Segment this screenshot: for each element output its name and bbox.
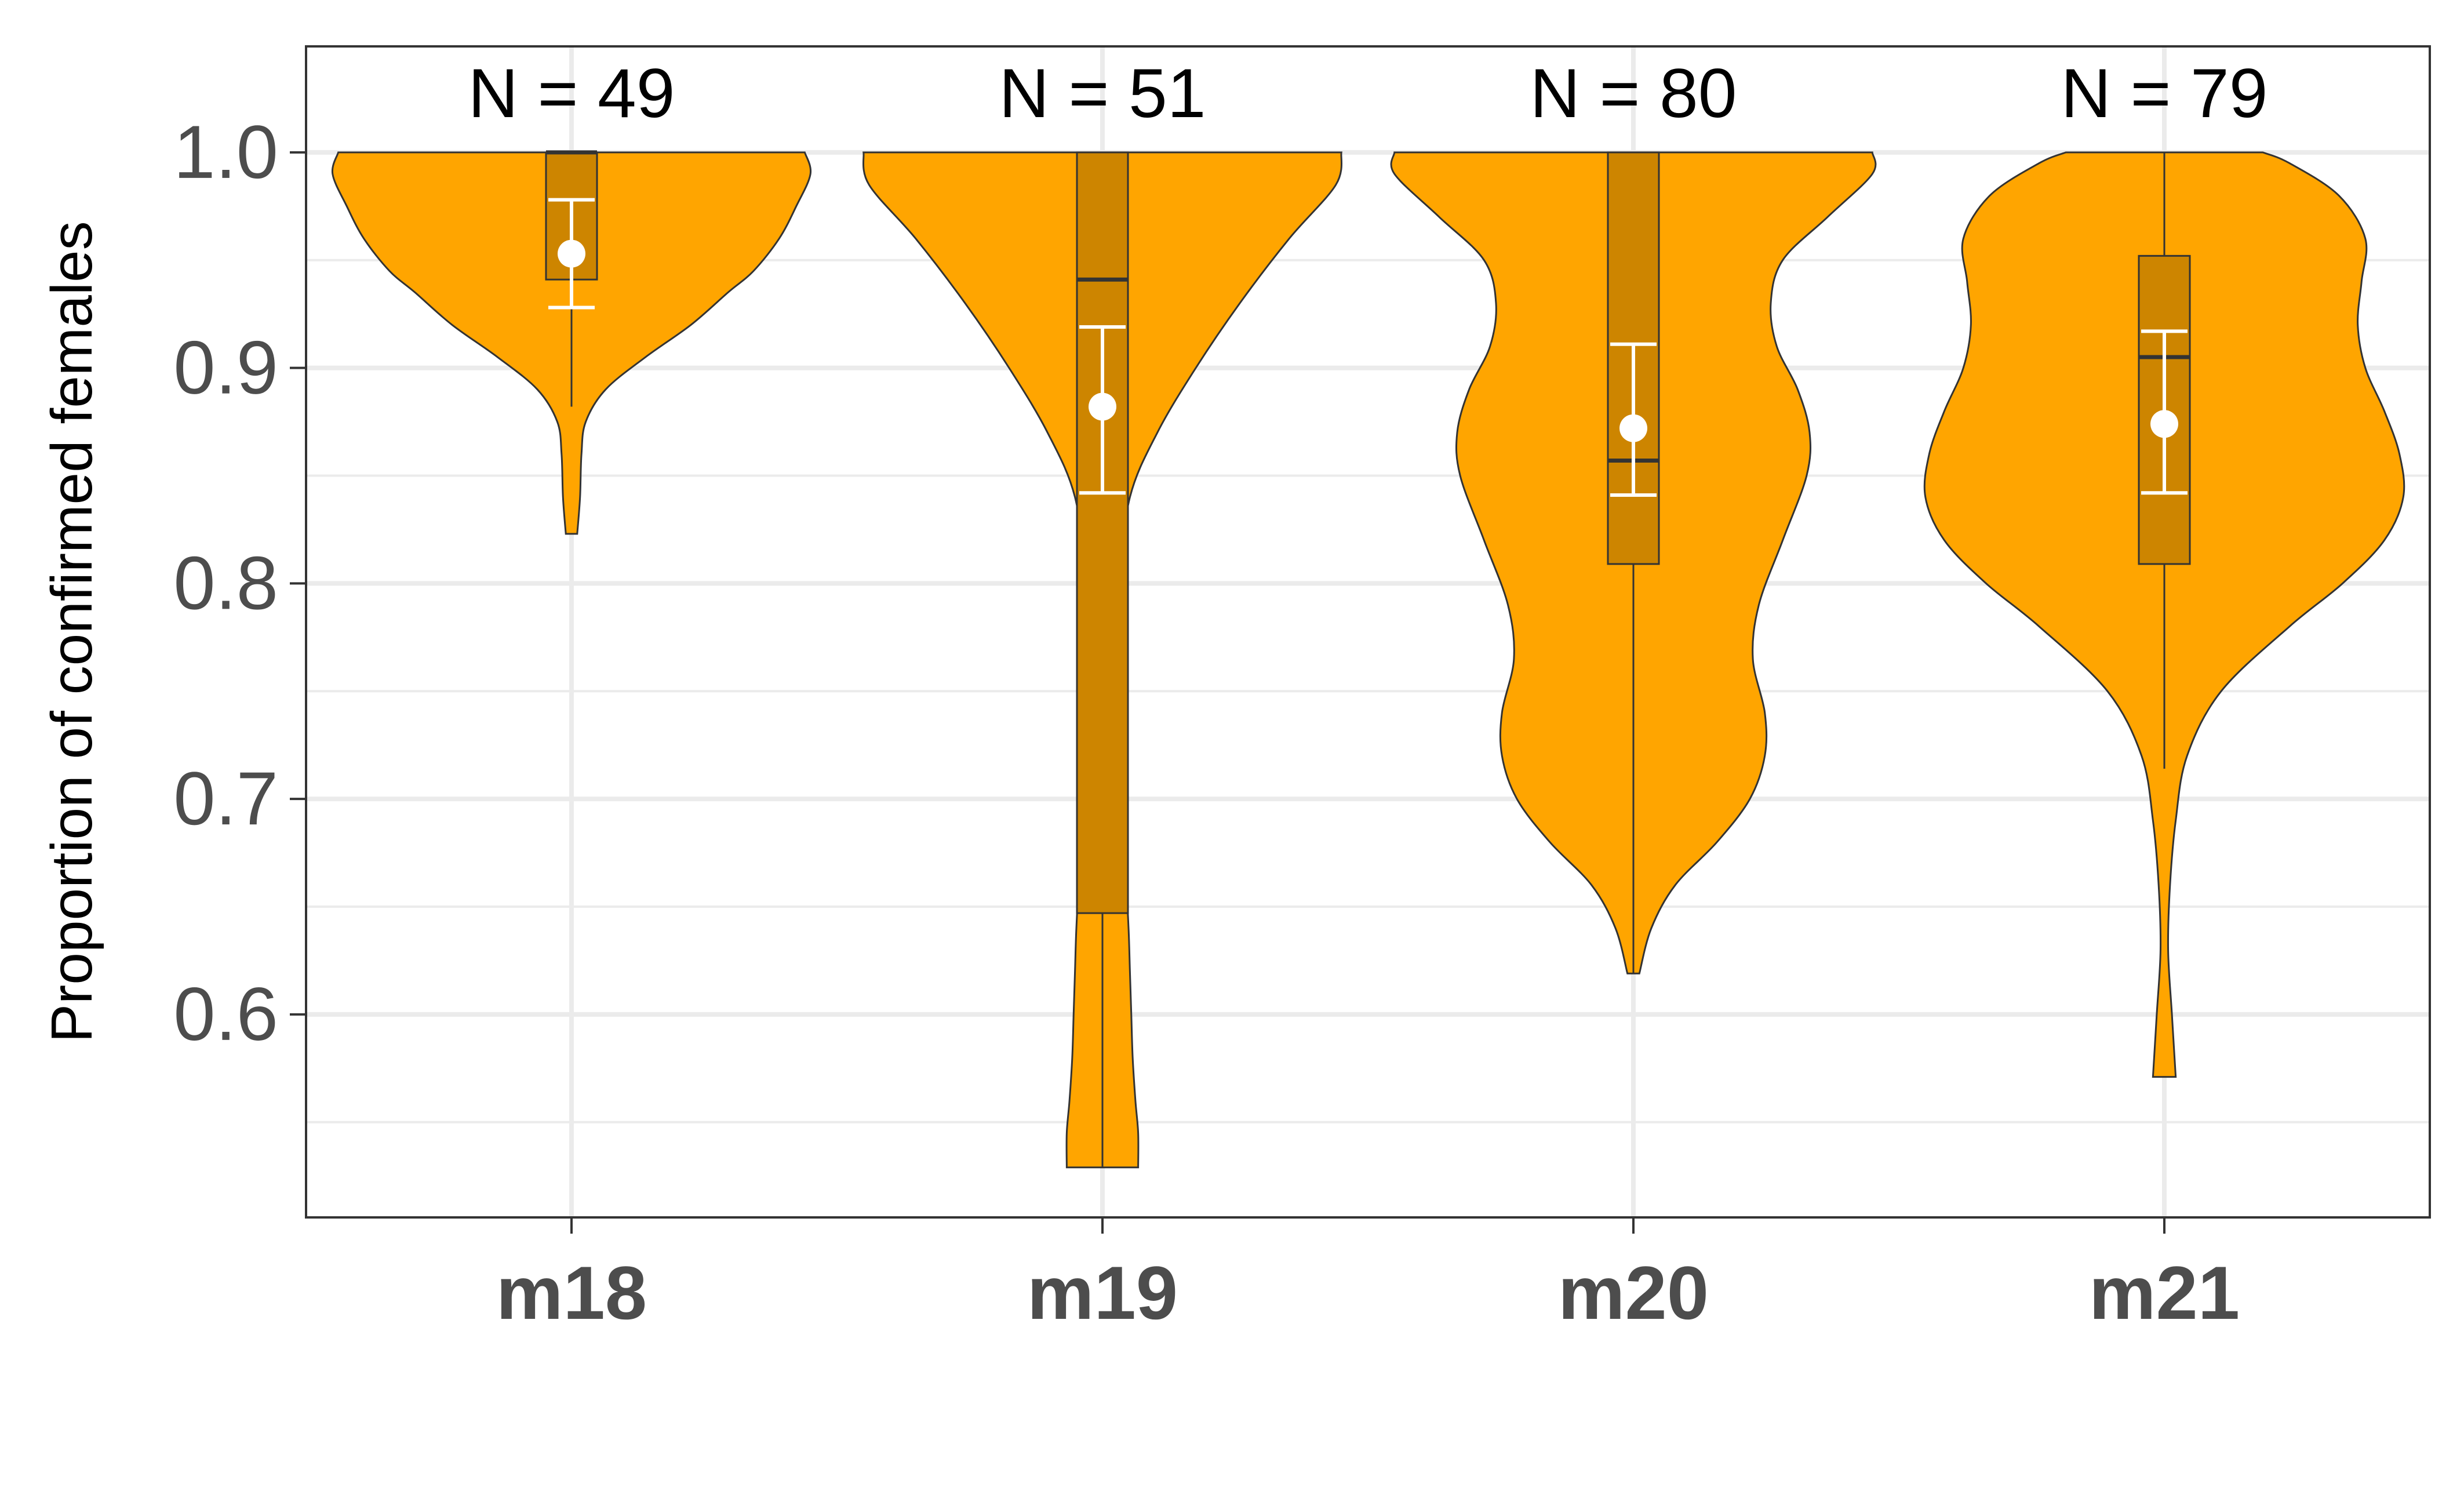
n-label-m18: N = 49 [468,54,675,132]
label-layer: N = 49 N = 51 N = 80 N = 79 [468,54,2268,132]
box-m19 [1076,151,1129,914]
y-tick-label: 0.8 [173,540,278,625]
y-tick-label: 0.9 [173,325,278,410]
mean-point-m21 [2150,410,2178,438]
y-tick-label: 0.6 [173,972,278,1056]
n-label-m21: N = 79 [2061,54,2268,132]
x-tick-label-m21: m21 [2089,1250,2240,1335]
mean-point-m20 [1619,414,1647,442]
axis-layer: m18 m19 m20 m21 0.6 0.7 0.8 0.9 1.0 [173,110,2240,1335]
mean-point-m18 [558,239,585,268]
n-label-m20: N = 80 [1530,54,1737,132]
y-tick-label: 1.0 [173,110,278,194]
x-tick-label-m18: m18 [496,1250,647,1335]
violin-layer [331,150,2405,1169]
x-tick-label-m20: m20 [1558,1250,1709,1335]
x-tick-label-m19: m19 [1027,1250,1178,1335]
y-tick-label: 0.7 [173,756,278,841]
mean-point-m19 [1089,392,1116,421]
y-axis-title: Proportion of confirmed females [39,221,104,1042]
n-label-m19: N = 51 [999,54,1206,132]
panel-border [305,45,2431,1219]
